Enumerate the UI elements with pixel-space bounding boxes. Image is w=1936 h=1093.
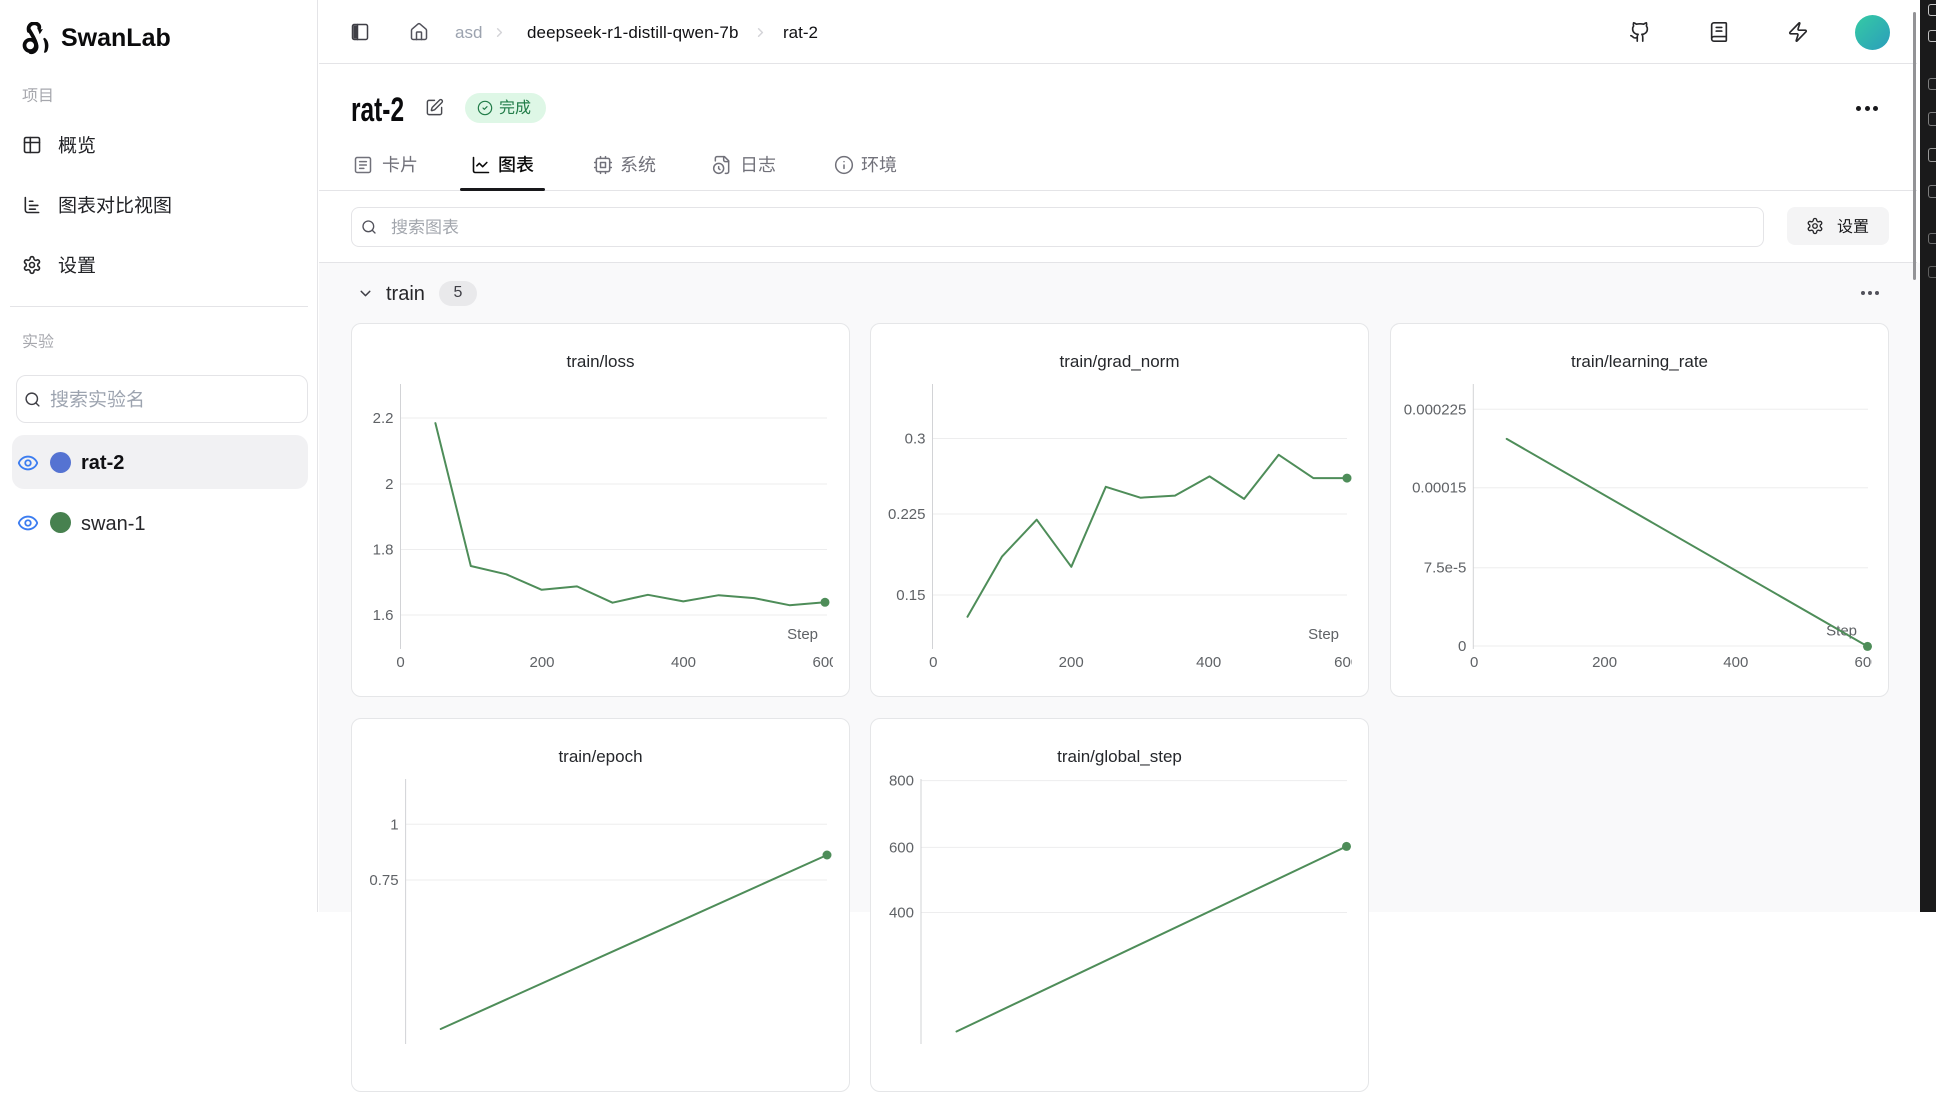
svg-text:200: 200 bbox=[1059, 654, 1084, 671]
svg-text:0.225: 0.225 bbox=[888, 506, 926, 523]
svg-text:7.5e-5: 7.5e-5 bbox=[1424, 560, 1467, 577]
svg-text:0.00015: 0.00015 bbox=[1412, 480, 1466, 497]
svg-text:0: 0 bbox=[1458, 638, 1466, 655]
svg-text:400: 400 bbox=[889, 905, 914, 922]
svg-text:0: 0 bbox=[1470, 654, 1478, 671]
svg-text:400: 400 bbox=[671, 654, 696, 671]
svg-text:Step: Step bbox=[787, 626, 818, 643]
svg-text:0.3: 0.3 bbox=[905, 431, 926, 448]
svg-text:400: 400 bbox=[1723, 654, 1748, 671]
svg-text:1.8: 1.8 bbox=[373, 542, 394, 559]
svg-text:200: 200 bbox=[529, 654, 554, 671]
svg-text:0.75: 0.75 bbox=[369, 872, 398, 889]
svg-text:0.000225: 0.000225 bbox=[1404, 401, 1467, 418]
svg-text:0.15: 0.15 bbox=[896, 587, 925, 604]
svg-text:600: 600 bbox=[1334, 654, 1359, 671]
svg-text:Step: Step bbox=[1308, 626, 1339, 643]
svg-text:400: 400 bbox=[1196, 654, 1221, 671]
svg-text:600: 600 bbox=[1854, 654, 1879, 671]
svg-text:1: 1 bbox=[390, 816, 398, 833]
svg-text:600: 600 bbox=[889, 839, 914, 856]
svg-text:1.6: 1.6 bbox=[373, 607, 394, 624]
svg-text:600: 600 bbox=[812, 654, 837, 671]
svg-text:200: 200 bbox=[1592, 654, 1617, 671]
svg-text:800: 800 bbox=[889, 773, 914, 790]
svg-text:0: 0 bbox=[396, 654, 404, 671]
svg-text:0: 0 bbox=[929, 654, 937, 671]
svg-text:2: 2 bbox=[385, 476, 393, 493]
svg-text:2.2: 2.2 bbox=[373, 410, 394, 427]
